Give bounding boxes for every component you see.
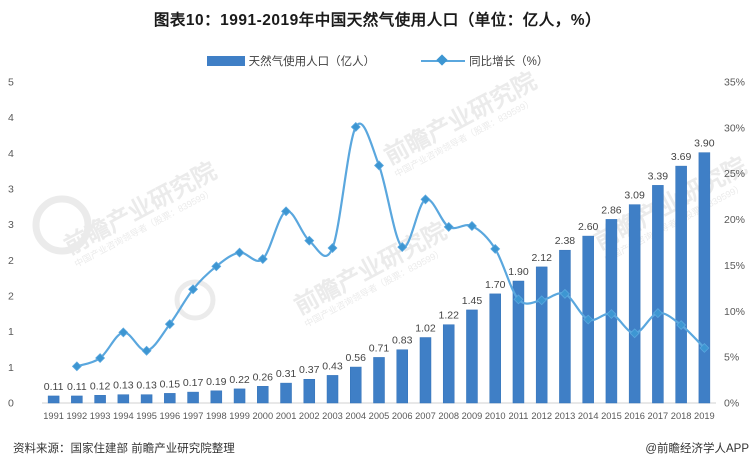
svg-text:1997: 1997 xyxy=(183,411,204,421)
svg-text:0.43: 0.43 xyxy=(322,360,343,372)
svg-text:15%: 15% xyxy=(724,260,745,272)
svg-text:0.12: 0.12 xyxy=(90,380,111,392)
svg-text:0.19: 0.19 xyxy=(206,376,227,388)
svg-text:1999: 1999 xyxy=(229,411,250,421)
svg-text:2.60: 2.60 xyxy=(578,221,599,233)
svg-text:2017: 2017 xyxy=(648,411,669,421)
svg-text:2007: 2007 xyxy=(415,411,436,421)
svg-text:0.37: 0.37 xyxy=(299,364,320,376)
svg-text:1995: 1995 xyxy=(136,411,157,421)
svg-text:2004: 2004 xyxy=(345,411,366,421)
svg-text:0.11: 0.11 xyxy=(44,381,64,393)
svg-text:前瞻产业研究院: 前瞻产业研究院 xyxy=(290,217,451,321)
svg-text:2011: 2011 xyxy=(508,411,528,421)
svg-text:2005: 2005 xyxy=(369,411,390,421)
svg-text:0%: 0% xyxy=(724,398,739,410)
svg-text:3: 3 xyxy=(8,184,14,196)
svg-text:3.39: 3.39 xyxy=(648,170,669,182)
line-swatch-icon xyxy=(421,54,466,66)
svg-text:25%: 25% xyxy=(724,168,745,180)
chart-title: 图表10：1991-2019年中国天然气使用人口（单位：亿人，%） xyxy=(153,12,602,29)
svg-text:10%: 10% xyxy=(724,306,745,318)
credit-note: @前瞻经济学人APP xyxy=(645,443,749,455)
svg-text:2014: 2014 xyxy=(578,411,599,421)
svg-text:1.70: 1.70 xyxy=(485,279,506,291)
svg-text:5%: 5% xyxy=(724,352,739,364)
svg-text:35%: 35% xyxy=(724,77,745,89)
svg-text:5: 5 xyxy=(8,77,14,89)
svg-text:1998: 1998 xyxy=(206,411,227,421)
svg-text:1.22: 1.22 xyxy=(439,310,460,322)
svg-text:2: 2 xyxy=(8,255,14,267)
svg-text:0.26: 0.26 xyxy=(253,371,274,383)
svg-text:2015: 2015 xyxy=(601,411,622,421)
svg-text:4: 4 xyxy=(8,112,14,124)
svg-text:0.56: 0.56 xyxy=(346,352,367,364)
svg-text:3.09: 3.09 xyxy=(624,190,645,202)
svg-text:2003: 2003 xyxy=(322,411,343,421)
svg-text:0.11: 0.11 xyxy=(67,381,87,393)
svg-text:30%: 30% xyxy=(724,122,745,134)
source-note: 资料来源：国家住建部 前瞻产业研究院整理 xyxy=(13,443,235,455)
svg-text:0: 0 xyxy=(8,398,14,410)
svg-text:2009: 2009 xyxy=(462,411,483,421)
svg-text:2008: 2008 xyxy=(438,411,459,421)
svg-text:2012: 2012 xyxy=(531,411,552,421)
svg-text:0.13: 0.13 xyxy=(113,380,134,392)
legend-item-line-series: 同比增长（%） xyxy=(421,53,548,69)
svg-text:1994: 1994 xyxy=(113,411,134,421)
svg-text:20%: 20% xyxy=(724,214,745,226)
legend-bar-label: 天然气使用人口（亿人） xyxy=(248,56,376,68)
chart-legend: 天然气使用人口（亿人） 同比增长（%） xyxy=(0,53,755,69)
svg-text:2006: 2006 xyxy=(392,411,413,421)
svg-text:1: 1 xyxy=(8,362,14,374)
svg-text:1996: 1996 xyxy=(159,411,180,421)
svg-text:1.02: 1.02 xyxy=(415,323,436,335)
legend-item-bar-series: 天然气使用人口（亿人） xyxy=(206,53,376,69)
bar-swatch-icon xyxy=(206,56,245,66)
svg-text:3: 3 xyxy=(8,219,14,231)
svg-text:2.12: 2.12 xyxy=(531,252,552,264)
svg-text:2016: 2016 xyxy=(624,411,645,421)
svg-text:1991: 1991 xyxy=(43,411,64,421)
svg-text:2018: 2018 xyxy=(671,411,692,421)
svg-text:0.13: 0.13 xyxy=(136,380,157,392)
svg-text:2000: 2000 xyxy=(252,411,273,421)
svg-text:4: 4 xyxy=(8,148,14,160)
svg-text:2.38: 2.38 xyxy=(555,235,576,247)
svg-text:2010: 2010 xyxy=(485,411,506,421)
svg-text:3.90: 3.90 xyxy=(694,138,715,150)
svg-text:0.22: 0.22 xyxy=(229,374,250,386)
svg-text:1.90: 1.90 xyxy=(508,266,529,278)
svg-text:0.31: 0.31 xyxy=(276,368,297,380)
svg-text:3.69: 3.69 xyxy=(671,151,692,163)
svg-text:2019: 2019 xyxy=(694,411,715,421)
svg-text:1993: 1993 xyxy=(90,411,111,421)
svg-text:0.71: 0.71 xyxy=(369,342,390,354)
svg-text:1992: 1992 xyxy=(67,411,88,421)
svg-text:2: 2 xyxy=(8,291,14,303)
svg-text:2002: 2002 xyxy=(299,411,320,421)
svg-text:0.83: 0.83 xyxy=(392,335,413,347)
svg-text:1: 1 xyxy=(8,326,14,338)
svg-text:0.15: 0.15 xyxy=(160,378,181,390)
svg-text:2.86: 2.86 xyxy=(601,204,622,216)
legend-line-label: 同比增长（%） xyxy=(469,56,549,68)
svg-text:1.45: 1.45 xyxy=(462,295,483,307)
svg-text:2013: 2013 xyxy=(555,411,576,421)
svg-text:前瞻产业研究院: 前瞻产业研究院 xyxy=(380,67,541,171)
svg-text:2001: 2001 xyxy=(276,411,297,421)
svg-text:0.17: 0.17 xyxy=(183,377,204,389)
